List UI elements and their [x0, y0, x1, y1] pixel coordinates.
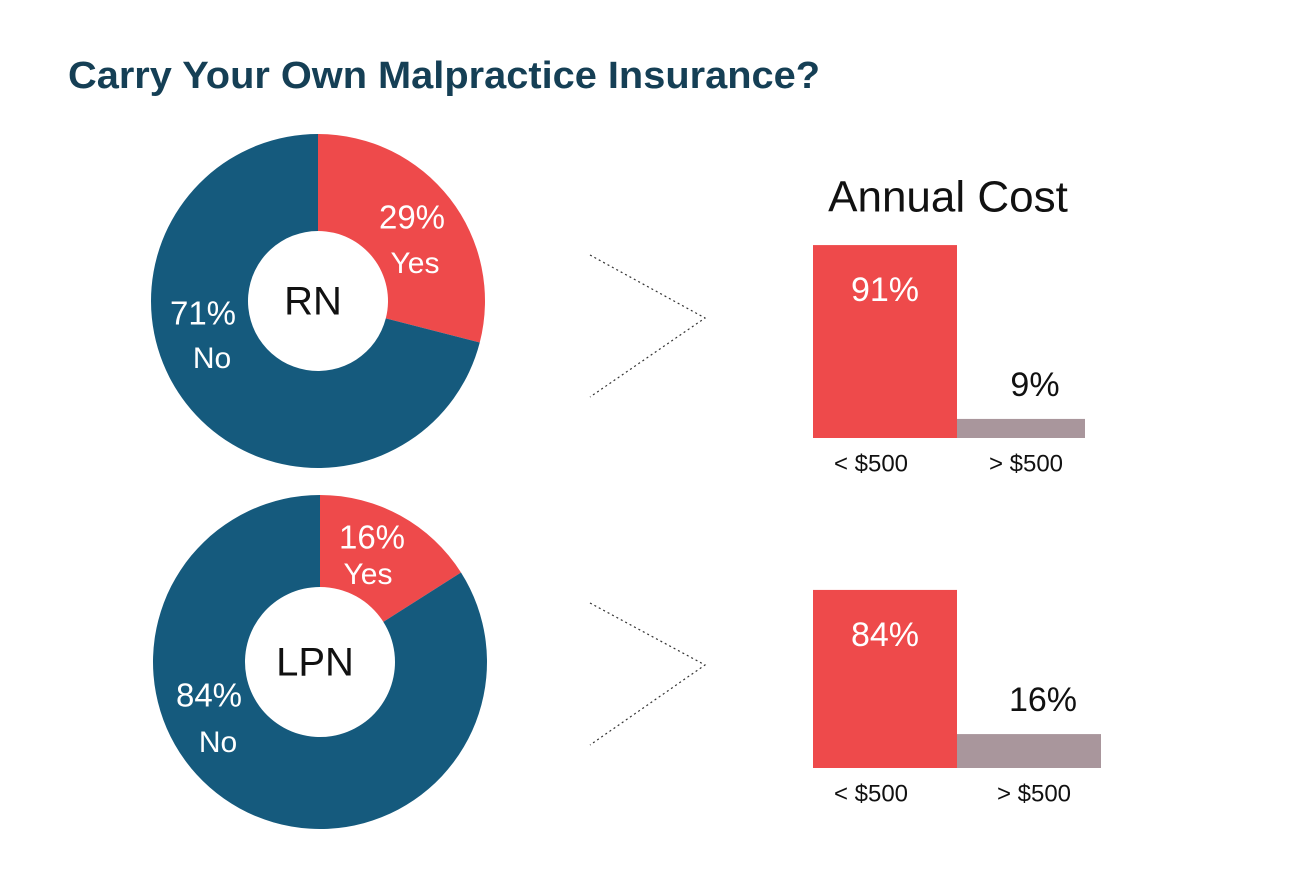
donut-slice [318, 134, 486, 343]
bar-category-label: > $500 [997, 780, 1071, 807]
slice-category-label: No [199, 726, 237, 759]
slice-value-label: 29% [379, 199, 445, 236]
bar [957, 734, 1101, 768]
bar [813, 589, 957, 768]
connector [589, 602, 707, 746]
connector [589, 254, 707, 398]
slice-value-label: 16% [339, 519, 405, 556]
bar-value-label: 9% [1010, 366, 1059, 404]
donut-slice [153, 494, 488, 829]
slice-category-label: Yes [344, 558, 393, 591]
bar-category-label: > $500 [989, 450, 1063, 477]
bar-value-label: 16% [1009, 681, 1077, 719]
slice-value-label: 84% [176, 677, 242, 714]
bar-category-label: < $500 [834, 780, 908, 807]
bar [957, 418, 1085, 438]
bar [813, 245, 957, 438]
bar-category-label: < $500 [834, 450, 908, 477]
bar-value-label: 84% [851, 616, 919, 654]
donut-slice [151, 134, 480, 468]
center-label: RN [284, 280, 342, 324]
slice-category-label: No [193, 342, 231, 375]
slice-value-label: 71% [170, 295, 236, 332]
bar-chart-title: Annual Cost [828, 173, 1068, 222]
center-label: LPN [276, 641, 354, 685]
bar-value-label: 91% [851, 271, 919, 309]
page-title: Carry Your Own Malpractice Insurance? [68, 55, 820, 97]
donut-slice [320, 495, 462, 622]
slice-category-label: Yes [391, 247, 440, 280]
